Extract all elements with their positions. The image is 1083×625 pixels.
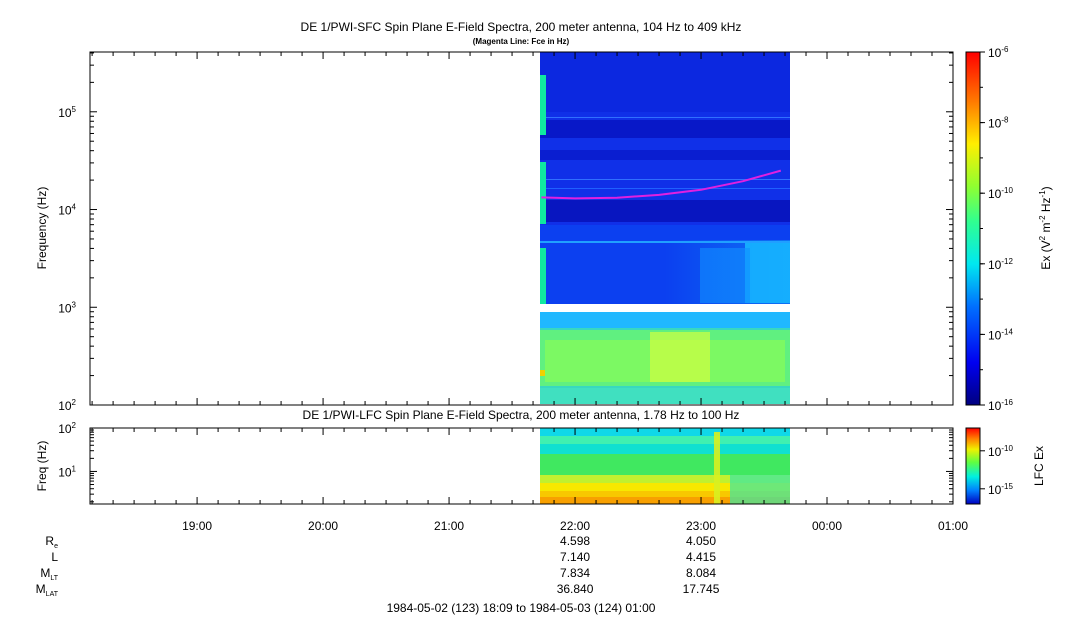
top-dark-band — [540, 150, 790, 160]
x-tick-label: 23:00 — [686, 519, 716, 533]
bottom-band — [540, 436, 790, 444]
top-left-strip — [540, 75, 546, 135]
top-dark-band — [540, 200, 790, 222]
bottom-y-tick-label: 101 — [58, 464, 76, 479]
top-gap — [540, 304, 790, 312]
top-ylabel: Frequency (Hz) — [35, 187, 49, 270]
ephemeris-label: MLAT — [36, 582, 59, 598]
top-panel-title: DE 1/PWI-SFC Spin Plane E-Field Spectra,… — [301, 20, 742, 34]
ephemeris-value: 7.834 — [560, 566, 590, 580]
top-left-strip — [540, 162, 546, 224]
top-panel-subtitle: (Magenta Line: Fce in Hz) — [473, 37, 570, 46]
bottom-ylabel: Freq (Hz) — [35, 441, 49, 492]
top-left-strip — [540, 248, 546, 304]
time-range-footer: 1984-05-02 (123) 18:09 to 1984-05-03 (12… — [387, 601, 656, 615]
bottom-band — [540, 454, 790, 475]
bottom-spectrogram — [540, 428, 790, 504]
top-y-ticks: 102 103 104 105 — [58, 52, 953, 413]
ephemeris-value: 17.745 — [683, 582, 720, 596]
ephemeris-table: Re 4.598 4.050 L 7.140 4.415 MLT 7.834 8.084 MLAT… — [36, 534, 720, 598]
ephemeris-value: 8.084 — [686, 566, 716, 580]
bottom-colorbar-tick-label: 10-10 — [988, 444, 1013, 459]
ephemeris-value: 36.840 — [557, 582, 594, 596]
ephemeris-value: 7.140 — [560, 550, 590, 564]
ephemeris-label: MLT — [40, 566, 58, 582]
top-dark-band — [540, 120, 790, 138]
top-colorbar-tick-label: 10-10 — [988, 186, 1013, 201]
top-noise-line — [540, 241, 790, 243]
top-y-tick-label: 104 — [58, 203, 76, 218]
ephemeris-value: 4.415 — [686, 550, 716, 564]
top-noise-line — [540, 179, 790, 180]
top-y-tick-label: 103 — [58, 300, 76, 315]
ephemeris-value: 4.050 — [686, 534, 716, 548]
top-low-band — [540, 388, 790, 404]
top-colorbar-tick-label: 10-12 — [988, 257, 1013, 272]
top-colorbar-tick-label: 10-6 — [988, 45, 1009, 60]
ephemeris-label: L — [51, 550, 58, 564]
bottom-panel-title: DE 1/PWI-LFC Spin Plane E-Field Spectra,… — [303, 408, 740, 422]
top-y-tick-label: 105 — [58, 105, 76, 120]
top-low-band — [540, 312, 790, 328]
bottom-band — [540, 444, 790, 454]
bottom-band — [540, 483, 790, 491]
top-upper-band — [540, 52, 790, 112]
x-tick-label: 21:00 — [434, 519, 464, 533]
x-axis-ticks: 19:00 20:00 21:00 22:00 23:00 00:00 01:00 — [91, 52, 968, 533]
top-spectrogram — [540, 52, 790, 404]
ephemeris-label: Re — [45, 534, 58, 550]
top-left-strip — [540, 370, 545, 376]
x-tick-label: 00:00 — [812, 519, 842, 533]
bottom-colorbar-tick-label: 10-15 — [988, 482, 1013, 497]
top-colorbar-label: Ex (V2 m-2 Hz-1) — [1038, 186, 1053, 269]
top-hiss-region — [745, 243, 790, 303]
x-tick-label: 19:00 — [182, 519, 212, 533]
top-y-tick-label: 102 — [58, 398, 76, 413]
top-colorbar-ticks: 10-6 10-8 10-10 10-12 10-14 10-16 — [980, 45, 1013, 413]
bottom-band — [540, 428, 790, 436]
bottom-band — [540, 497, 790, 504]
top-colorbar-tick-label: 10-8 — [988, 116, 1009, 131]
bottom-band — [540, 491, 790, 497]
top-colorbar-tick-label: 10-16 — [988, 398, 1013, 413]
bottom-band — [730, 475, 790, 504]
top-hiss-region — [700, 248, 750, 303]
top-plot-frame — [89, 51, 954, 406]
top-noise-line — [540, 117, 790, 118]
fce-line — [541, 169, 782, 200]
ephemeris-value: 4.598 — [560, 534, 590, 548]
top-colorbar-tick-label: 10-14 — [988, 327, 1013, 342]
bottom-plot-frame — [89, 427, 954, 505]
bottom-colorbar-ticks: 10-10 10-15 — [980, 444, 1013, 497]
top-low-band — [650, 332, 710, 382]
bottom-colorbar — [965, 427, 981, 505]
bottom-band — [540, 475, 790, 483]
top-colorbar — [965, 51, 981, 406]
x-tick-label: 22:00 — [560, 519, 590, 533]
x-tick-label: 01:00 — [938, 519, 968, 533]
x-tick-label: 20:00 — [308, 519, 338, 533]
bottom-spike — [714, 432, 720, 504]
bottom-y-tick-label: 102 — [58, 421, 76, 436]
bottom-y-ticks: 101 102 — [58, 421, 953, 503]
top-noise-line — [540, 188, 790, 189]
bottom-colorbar-label: LFC Ex — [1032, 446, 1046, 486]
